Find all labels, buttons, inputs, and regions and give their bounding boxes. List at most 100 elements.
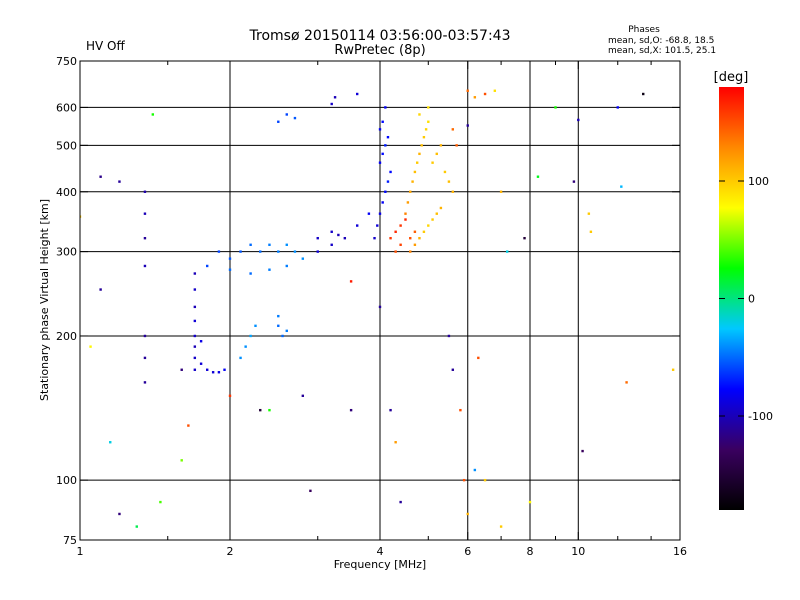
data-point-noise [109,441,112,444]
data-point-noise [159,500,162,504]
data-point-noise [483,478,487,482]
phases-title: Phases [628,25,660,35]
data-point-noise [187,424,190,427]
data-point-noise [309,489,312,493]
data-point-x [499,190,503,193]
data-point-x [409,250,412,253]
data-point-x [427,224,430,227]
data-point-noise [581,449,584,453]
data-point-x [435,152,438,156]
data-point-x [424,128,428,131]
data-point-o [330,230,333,233]
x-tick-label: 4 [377,545,384,558]
data-point-o [193,288,197,291]
data-point-o [99,288,102,291]
data-point-x [422,230,426,233]
data-point-o [143,190,147,193]
data-point-noise [349,280,353,283]
data-point-o [293,250,297,253]
data-point-o [384,190,387,193]
x-tick-label: 8 [527,545,534,558]
data-point-x [394,250,397,253]
data-point-o [376,224,379,227]
data-point-o [193,334,197,338]
data-point-o [199,362,203,365]
data-point-o [330,243,333,246]
data-point-o [217,371,221,374]
data-point-noise [394,441,397,444]
data-point-x [404,218,407,221]
data-point-o [378,212,382,215]
chart-subtitle: RwPretec (8p) [334,43,425,58]
data-point-noise [151,113,155,116]
data-point-noise [528,500,532,504]
chart-title: Tromsø 20150114 03:56:00-03:57:43 [249,28,511,44]
data-point-o [143,334,147,338]
data-point-o [355,224,359,227]
data-point-x [451,190,455,193]
x-tick-label: 16 [673,545,687,558]
data-point-noise [466,512,469,516]
data-point-noise [577,118,580,122]
x-tick-label: 1 [77,545,84,558]
data-point-noise [462,478,466,482]
data-point-o [193,368,197,371]
data-points [80,89,675,528]
colorbar-tick-label: 0 [748,293,755,306]
data-point-o [333,96,337,99]
data-point-noise [625,381,628,384]
data-point-noise [499,525,503,528]
data-point-o [384,144,387,147]
data-point-x [413,230,417,233]
data-point-x [406,201,410,204]
data-point-o [223,368,226,371]
data-point-o [386,180,390,183]
data-point-noise [466,124,469,127]
data-point-o [381,201,384,204]
data-point-x [394,230,397,233]
x-tick-label: 10 [571,545,585,558]
data-point-x [422,135,426,139]
data-point-o [205,368,209,371]
data-point-x [413,170,417,174]
x-axis-label: Frequency [MHz] [334,558,426,571]
y-tick-label: 750 [56,55,77,68]
data-point-x [439,206,443,210]
data-point-x [435,212,438,215]
data-point-noise [473,468,477,472]
data-point-noise [554,106,557,109]
data-point-noise [536,175,540,178]
data-point-noise [459,408,462,412]
data-point-x [409,190,412,193]
y-tick-label: 400 [56,186,77,199]
data-point-o [373,236,376,240]
data-point-x [427,120,430,123]
data-point-o [277,324,280,328]
data-point-noise [447,334,451,338]
data-point-o [301,257,305,260]
data-point-noise [301,394,305,398]
data-point-x [418,236,421,240]
data-point-o [193,305,197,309]
x-axis-ticks: 1 2 4 6 8 10 16 [77,61,687,558]
y-axis-ticks: 75 100 200 300 400 500 600 750 [56,55,680,547]
data-point-x [443,170,447,174]
data-point-x [399,243,402,246]
data-point-o [316,250,319,253]
y-tick-label: 75 [63,534,77,547]
data-point-noise [671,368,675,371]
data-point-o [199,340,203,343]
data-point-o [367,212,371,215]
data-point-noise [180,368,183,371]
data-point-noise [451,368,455,371]
data-point-noise [493,89,497,92]
data-point-x [431,218,434,221]
data-point-o [337,233,340,237]
data-point-o [378,128,382,131]
data-point-noise [259,408,262,412]
data-point-o [239,250,242,253]
y-tick-label: 500 [56,139,77,152]
data-point-o [389,170,392,174]
data-point-o [254,324,257,328]
